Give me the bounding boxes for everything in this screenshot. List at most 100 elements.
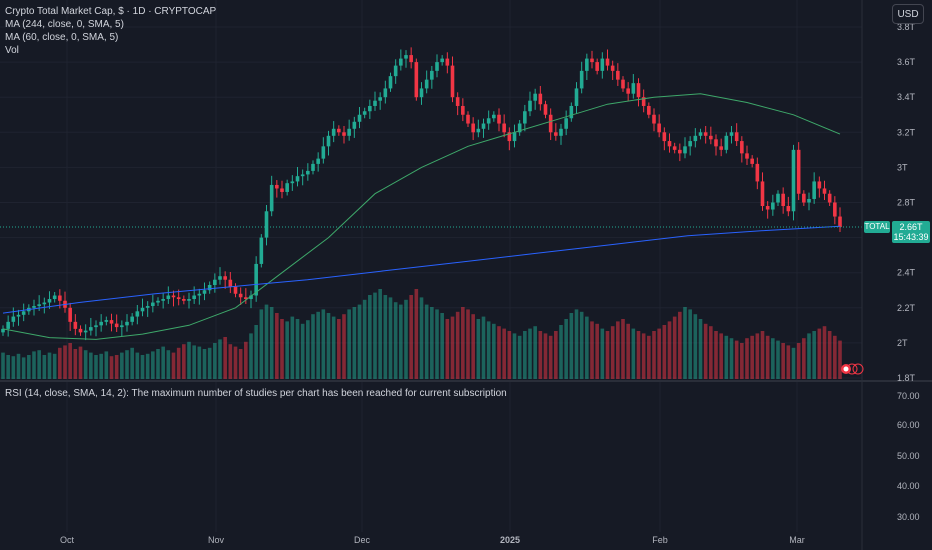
volume-bar [135, 352, 140, 379]
symbol-title[interactable]: Crypto Total Market Cap, $ · 1D · CRYPTO… [5, 6, 217, 17]
candle-body [171, 295, 176, 298]
price-tick-label: 3.2T [897, 127, 916, 137]
volume-legend[interactable]: Vol [5, 45, 19, 56]
volume-bar [130, 347, 134, 379]
rsi-tick-label: 50.00 [897, 451, 920, 461]
volume-bar [311, 314, 315, 379]
volume-bar [388, 297, 393, 379]
candle-body [802, 193, 806, 203]
price-tick-label: 1.8T [897, 373, 916, 383]
crosshair-marker-icon [841, 363, 864, 375]
candle-body [461, 105, 465, 115]
candle-body [445, 58, 450, 66]
candle-body [249, 295, 253, 300]
candle-body [326, 135, 331, 147]
candle-body [657, 123, 661, 133]
volume-bar [647, 335, 651, 379]
price-tick-label: 2.4T [897, 268, 916, 278]
candle-body [703, 132, 708, 136]
volume-bar [440, 313, 444, 379]
volume-bar [233, 346, 238, 379]
volume-bar [393, 302, 398, 379]
volume-bar [574, 309, 579, 379]
volume-bar [807, 333, 811, 379]
candle-body [652, 114, 656, 124]
candle-body [187, 299, 191, 301]
candle-body [641, 97, 646, 106]
volume-bar [445, 319, 450, 379]
volume-bar [300, 323, 305, 379]
candle-body [316, 158, 320, 164]
volume-bar [678, 311, 682, 379]
symbol-tag: TOTAL [864, 221, 890, 233]
volume-bar [709, 326, 713, 379]
volume-bar [476, 319, 481, 379]
candle-body [269, 184, 274, 212]
volume-bar [47, 352, 52, 379]
ma-60-legend[interactable]: MA (60, close, 0, SMA, 5) [5, 32, 119, 43]
candle-body [161, 299, 165, 301]
volume-bar [626, 323, 630, 379]
candle-body [512, 132, 517, 142]
volume-bar [192, 345, 196, 379]
volume-bar [176, 347, 181, 379]
volume-bar [838, 340, 842, 379]
volume-bar [306, 320, 310, 379]
candle-body [791, 149, 796, 212]
volume-bar [99, 353, 103, 379]
candle-body [306, 170, 310, 175]
chart-legend: Crypto Total Market Cap, $ · 1D · CRYPTO… [5, 5, 216, 57]
ma-244-legend[interactable]: MA (244, close, 0, SMA, 5) [5, 19, 124, 30]
volume-bar [238, 349, 243, 379]
volume-bar [538, 331, 543, 379]
candle-body [605, 58, 610, 66]
candle-body [254, 263, 258, 296]
candle-body [466, 114, 470, 124]
price-tick-label: 3.6T [897, 57, 916, 67]
volume-bar [145, 353, 150, 379]
volume-bar [471, 314, 475, 379]
volume-bar [760, 331, 765, 379]
candle-body [662, 132, 667, 142]
candle-body [6, 321, 10, 329]
volume-bar [187, 341, 191, 379]
volume-bar [745, 338, 749, 379]
volume-bar [83, 350, 88, 379]
volume-bar [528, 328, 532, 379]
candle-body [176, 297, 181, 300]
volume-bar [378, 289, 382, 379]
candle-body [543, 104, 548, 115]
candle-body [409, 55, 413, 63]
volume-bar [817, 328, 822, 379]
candle-body [533, 93, 537, 101]
candle-body [223, 276, 227, 280]
candle-body [517, 123, 522, 133]
volume-bar [1, 352, 5, 379]
volume-bar [497, 326, 501, 379]
volume-bar [781, 343, 785, 379]
candle-body [135, 311, 140, 317]
candle-body [399, 58, 403, 66]
volume-bar [249, 333, 253, 379]
currency-button[interactable]: USD [892, 4, 924, 24]
candle-body [538, 93, 543, 105]
candle-body [73, 321, 78, 329]
volume-bar [610, 326, 615, 379]
volume-bar [171, 352, 176, 379]
price-tick-label: 2.2T [897, 303, 916, 313]
volume-bar [140, 355, 145, 379]
candle-body [342, 132, 346, 136]
volume-bar [280, 319, 284, 379]
volume-bar [585, 316, 589, 379]
volume-bar [719, 333, 723, 379]
candle-body [280, 188, 284, 192]
rsi-axis[interactable]: 70.00 60.00 50.00 40.00 30.00 [897, 391, 920, 522]
candle-body [621, 79, 625, 89]
candle-body [455, 97, 460, 106]
time-axis[interactable]: Oct Nov Dec 2025 Feb Mar [60, 535, 805, 545]
candle-body [352, 121, 357, 129]
candle-body [745, 153, 749, 159]
candle-body [37, 304, 41, 307]
